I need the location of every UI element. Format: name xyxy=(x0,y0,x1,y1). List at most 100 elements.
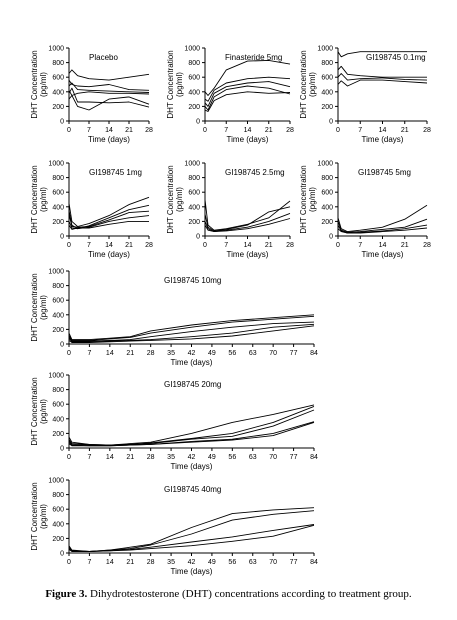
y-axis-label-unit: (pg/ml) xyxy=(308,187,317,212)
series-line-2 xyxy=(204,212,291,233)
x-tick-label: 0 xyxy=(203,127,207,134)
y-tick-label: 200 xyxy=(321,104,333,111)
y-tick-label: 800 xyxy=(321,60,333,67)
x-axis-label: Time (days) xyxy=(171,462,213,471)
x-tick-label: 14 xyxy=(106,350,114,357)
y-axis-label-unit: (pg/ml) xyxy=(39,187,48,212)
x-tick-label: 35 xyxy=(167,454,175,461)
chart-title: GI198745 2.5mg xyxy=(225,168,285,177)
x-tick-label: 28 xyxy=(147,454,155,461)
y-tick-label: 0 xyxy=(60,234,64,241)
series-line-2 xyxy=(68,409,315,446)
x-axis-label: Time (days) xyxy=(88,135,130,144)
x-tick-label: 21 xyxy=(265,242,273,249)
y-axis-label-unit: (pg/ml) xyxy=(39,399,48,424)
y-tick-label: 0 xyxy=(196,119,200,126)
y-tick-label: 800 xyxy=(52,387,64,394)
x-tick-label: 35 xyxy=(167,350,175,357)
y-tick-label: 400 xyxy=(52,416,64,423)
x-tick-label: 0 xyxy=(67,454,71,461)
y-axis-label-unit: (pg/ml) xyxy=(39,72,48,97)
x-tick-label: 7 xyxy=(87,454,91,461)
y-tick-label: 800 xyxy=(52,283,64,290)
y-tick-label: 600 xyxy=(188,190,200,197)
x-tick-label: 7 xyxy=(87,127,91,134)
x-tick-label: 14 xyxy=(244,127,252,134)
x-tick-label: 49 xyxy=(208,350,216,357)
x-tick-label: 28 xyxy=(423,127,431,134)
series-line-4 xyxy=(68,87,150,108)
y-axis-label-unit: (pg/ml) xyxy=(308,72,317,97)
y-tick-label: 600 xyxy=(321,75,333,82)
chart-title: GI198745 20mg xyxy=(164,380,221,389)
x-tick-label: 0 xyxy=(336,242,340,249)
y-tick-label: 0 xyxy=(60,119,64,126)
chart-panel-4: 0 200 400 600 800 1000 0 7 14 21 28 Time (days) DHT … xyxy=(166,161,294,260)
x-tick-label: 7 xyxy=(358,242,362,249)
figure-caption: Figure 3. Dihydrotestosterone (DHT) conc… xyxy=(0,588,457,600)
y-tick-label: 1000 xyxy=(48,373,64,380)
series-line-3 xyxy=(337,227,428,234)
x-tick-label: 0 xyxy=(67,559,71,566)
y-axis-label: DHT Concentration xyxy=(30,482,39,550)
x-tick-label: 0 xyxy=(67,242,71,249)
chart-panel-7: 0 200 400 600 800 1000 0 7 14 21 28 35 42 49 56 63 70 77 8… xyxy=(30,373,318,472)
x-axis-label: Time (days) xyxy=(171,567,213,576)
y-tick-label: 800 xyxy=(52,60,64,67)
chart-title: GI198745 1mg xyxy=(89,168,142,177)
y-tick-label: 400 xyxy=(52,312,64,319)
series-line-5 xyxy=(68,95,150,111)
x-axis-label: Time (days) xyxy=(362,135,404,144)
y-axis-label-unit: (pg/ml) xyxy=(175,72,184,97)
series-line-3 xyxy=(68,323,315,343)
x-axis-label: Time (days) xyxy=(88,250,130,259)
x-tick-label: 49 xyxy=(208,454,216,461)
y-tick-label: 1000 xyxy=(184,46,200,53)
series-line-4 xyxy=(204,91,291,112)
x-tick-label: 42 xyxy=(188,350,196,357)
series-line-2 xyxy=(68,210,150,228)
x-axis-label: Time (days) xyxy=(362,250,404,259)
x-tick-label: 84 xyxy=(310,350,318,357)
series-line-3 xyxy=(204,218,291,233)
x-tick-label: 14 xyxy=(105,242,113,249)
series-line-2 xyxy=(337,73,428,81)
y-tick-label: 200 xyxy=(188,219,200,226)
chart-panel-1: 0 200 400 600 800 1000 0 7 14 21 28 Time (days) DHT … xyxy=(166,46,294,145)
x-tick-label: 84 xyxy=(310,454,318,461)
x-tick-label: 56 xyxy=(228,350,236,357)
x-tick-label: 7 xyxy=(87,350,91,357)
series-line-0 xyxy=(204,59,291,96)
y-axis-label-unit: (pg/ml) xyxy=(175,187,184,212)
series-line-0 xyxy=(68,69,150,81)
y-tick-label: 200 xyxy=(52,104,64,111)
y-tick-label: 400 xyxy=(188,204,200,211)
series-line-2 xyxy=(68,82,150,93)
y-tick-label: 600 xyxy=(188,75,200,82)
y-tick-label: 600 xyxy=(52,190,64,197)
y-tick-label: 200 xyxy=(188,104,200,111)
x-tick-label: 42 xyxy=(188,454,196,461)
y-axis-label: DHT Concentration xyxy=(30,273,39,341)
y-tick-label: 0 xyxy=(60,342,64,349)
y-tick-label: 200 xyxy=(52,431,64,438)
series-line-1 xyxy=(337,218,428,233)
series-line-0 xyxy=(204,199,291,231)
x-tick-label: 7 xyxy=(358,127,362,134)
y-tick-label: 0 xyxy=(196,234,200,241)
x-tick-label: 0 xyxy=(67,350,71,357)
y-tick-label: 600 xyxy=(321,190,333,197)
x-axis-label: Time (days) xyxy=(227,135,269,144)
x-tick-label: 14 xyxy=(106,454,114,461)
series-line-3 xyxy=(204,85,291,111)
chart-panel-5: 0 200 400 600 800 1000 0 7 14 21 28 Time (days) DHT … xyxy=(299,161,431,260)
chart-title: GI198745 40mg xyxy=(164,485,221,494)
chart-title: Finasteride 5mg xyxy=(225,53,282,62)
x-tick-label: 70 xyxy=(269,454,277,461)
chart-title: GI198745 0.1mg xyxy=(366,53,426,62)
series-line-3 xyxy=(68,524,315,552)
y-tick-label: 200 xyxy=(52,219,64,226)
x-tick-label: 0 xyxy=(336,127,340,134)
chart-panel-8: 0 200 400 600 800 1000 0 7 14 21 28 35 42 49 56 63 70 77 8… xyxy=(30,478,318,577)
